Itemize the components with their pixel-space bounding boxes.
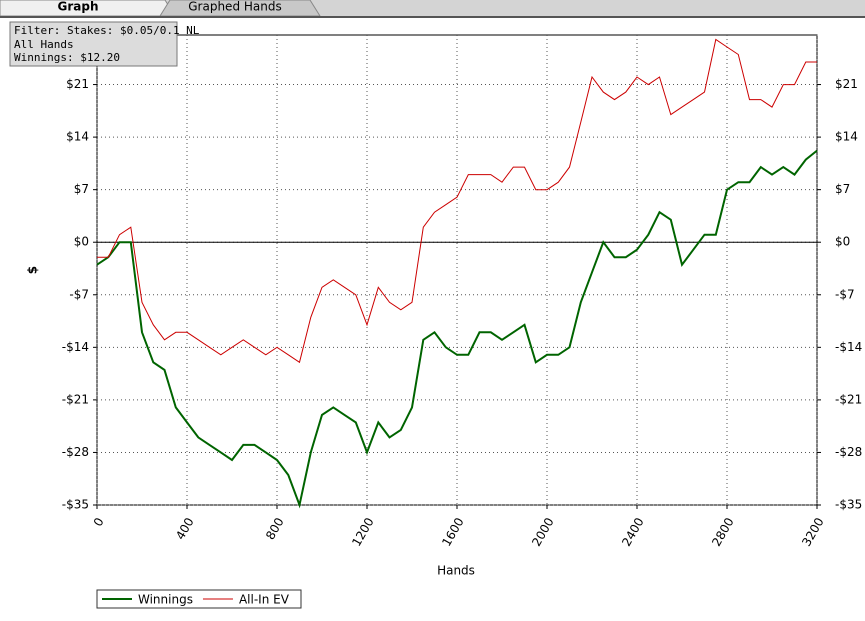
y-tick-label: -$21	[835, 392, 862, 406]
y-tick-label: $21	[835, 77, 858, 91]
y-tick-label: $7	[74, 182, 89, 196]
y-tick-label: -$14	[835, 340, 862, 354]
y-tick-label: -$14	[62, 340, 89, 354]
y-tick-label: $0	[835, 235, 850, 249]
y-tick-label: -$28	[62, 445, 89, 459]
legend	[96, 589, 302, 609]
tab-label: Graphed Hands	[188, 0, 281, 14]
y-tick-label: -$21	[62, 392, 89, 406]
y-tick-label: -$7	[835, 287, 855, 301]
x-axis-label: Hands	[437, 564, 475, 578]
y-axis-label: $	[26, 266, 40, 274]
filter-text: Winnings: $12.20	[14, 51, 120, 64]
series-line	[97, 38, 817, 364]
legend-label: Winnings	[138, 593, 193, 607]
legend-label: All-In EV	[239, 593, 290, 607]
plot-area	[96, 34, 818, 506]
y-tick-label: $0	[74, 235, 89, 249]
y-tick-label: -$35	[62, 498, 89, 512]
filter-box	[9, 21, 178, 67]
y-tick-label: $7	[835, 182, 850, 196]
series-line	[96, 149, 818, 509]
y-tick-label: -$28	[835, 445, 862, 459]
tab-label: Graph	[58, 0, 99, 14]
y-tick-label: $14	[835, 130, 858, 144]
y-tick-label: $14	[66, 130, 89, 144]
y-tick-label: -$7	[69, 287, 89, 301]
filter-text: Filter: Stakes: $0.05/0.1 NL	[14, 24, 200, 37]
filter-text: All Hands	[14, 38, 74, 51]
y-tick-label: -$35	[835, 498, 862, 512]
y-tick-label: $21	[66, 77, 89, 91]
